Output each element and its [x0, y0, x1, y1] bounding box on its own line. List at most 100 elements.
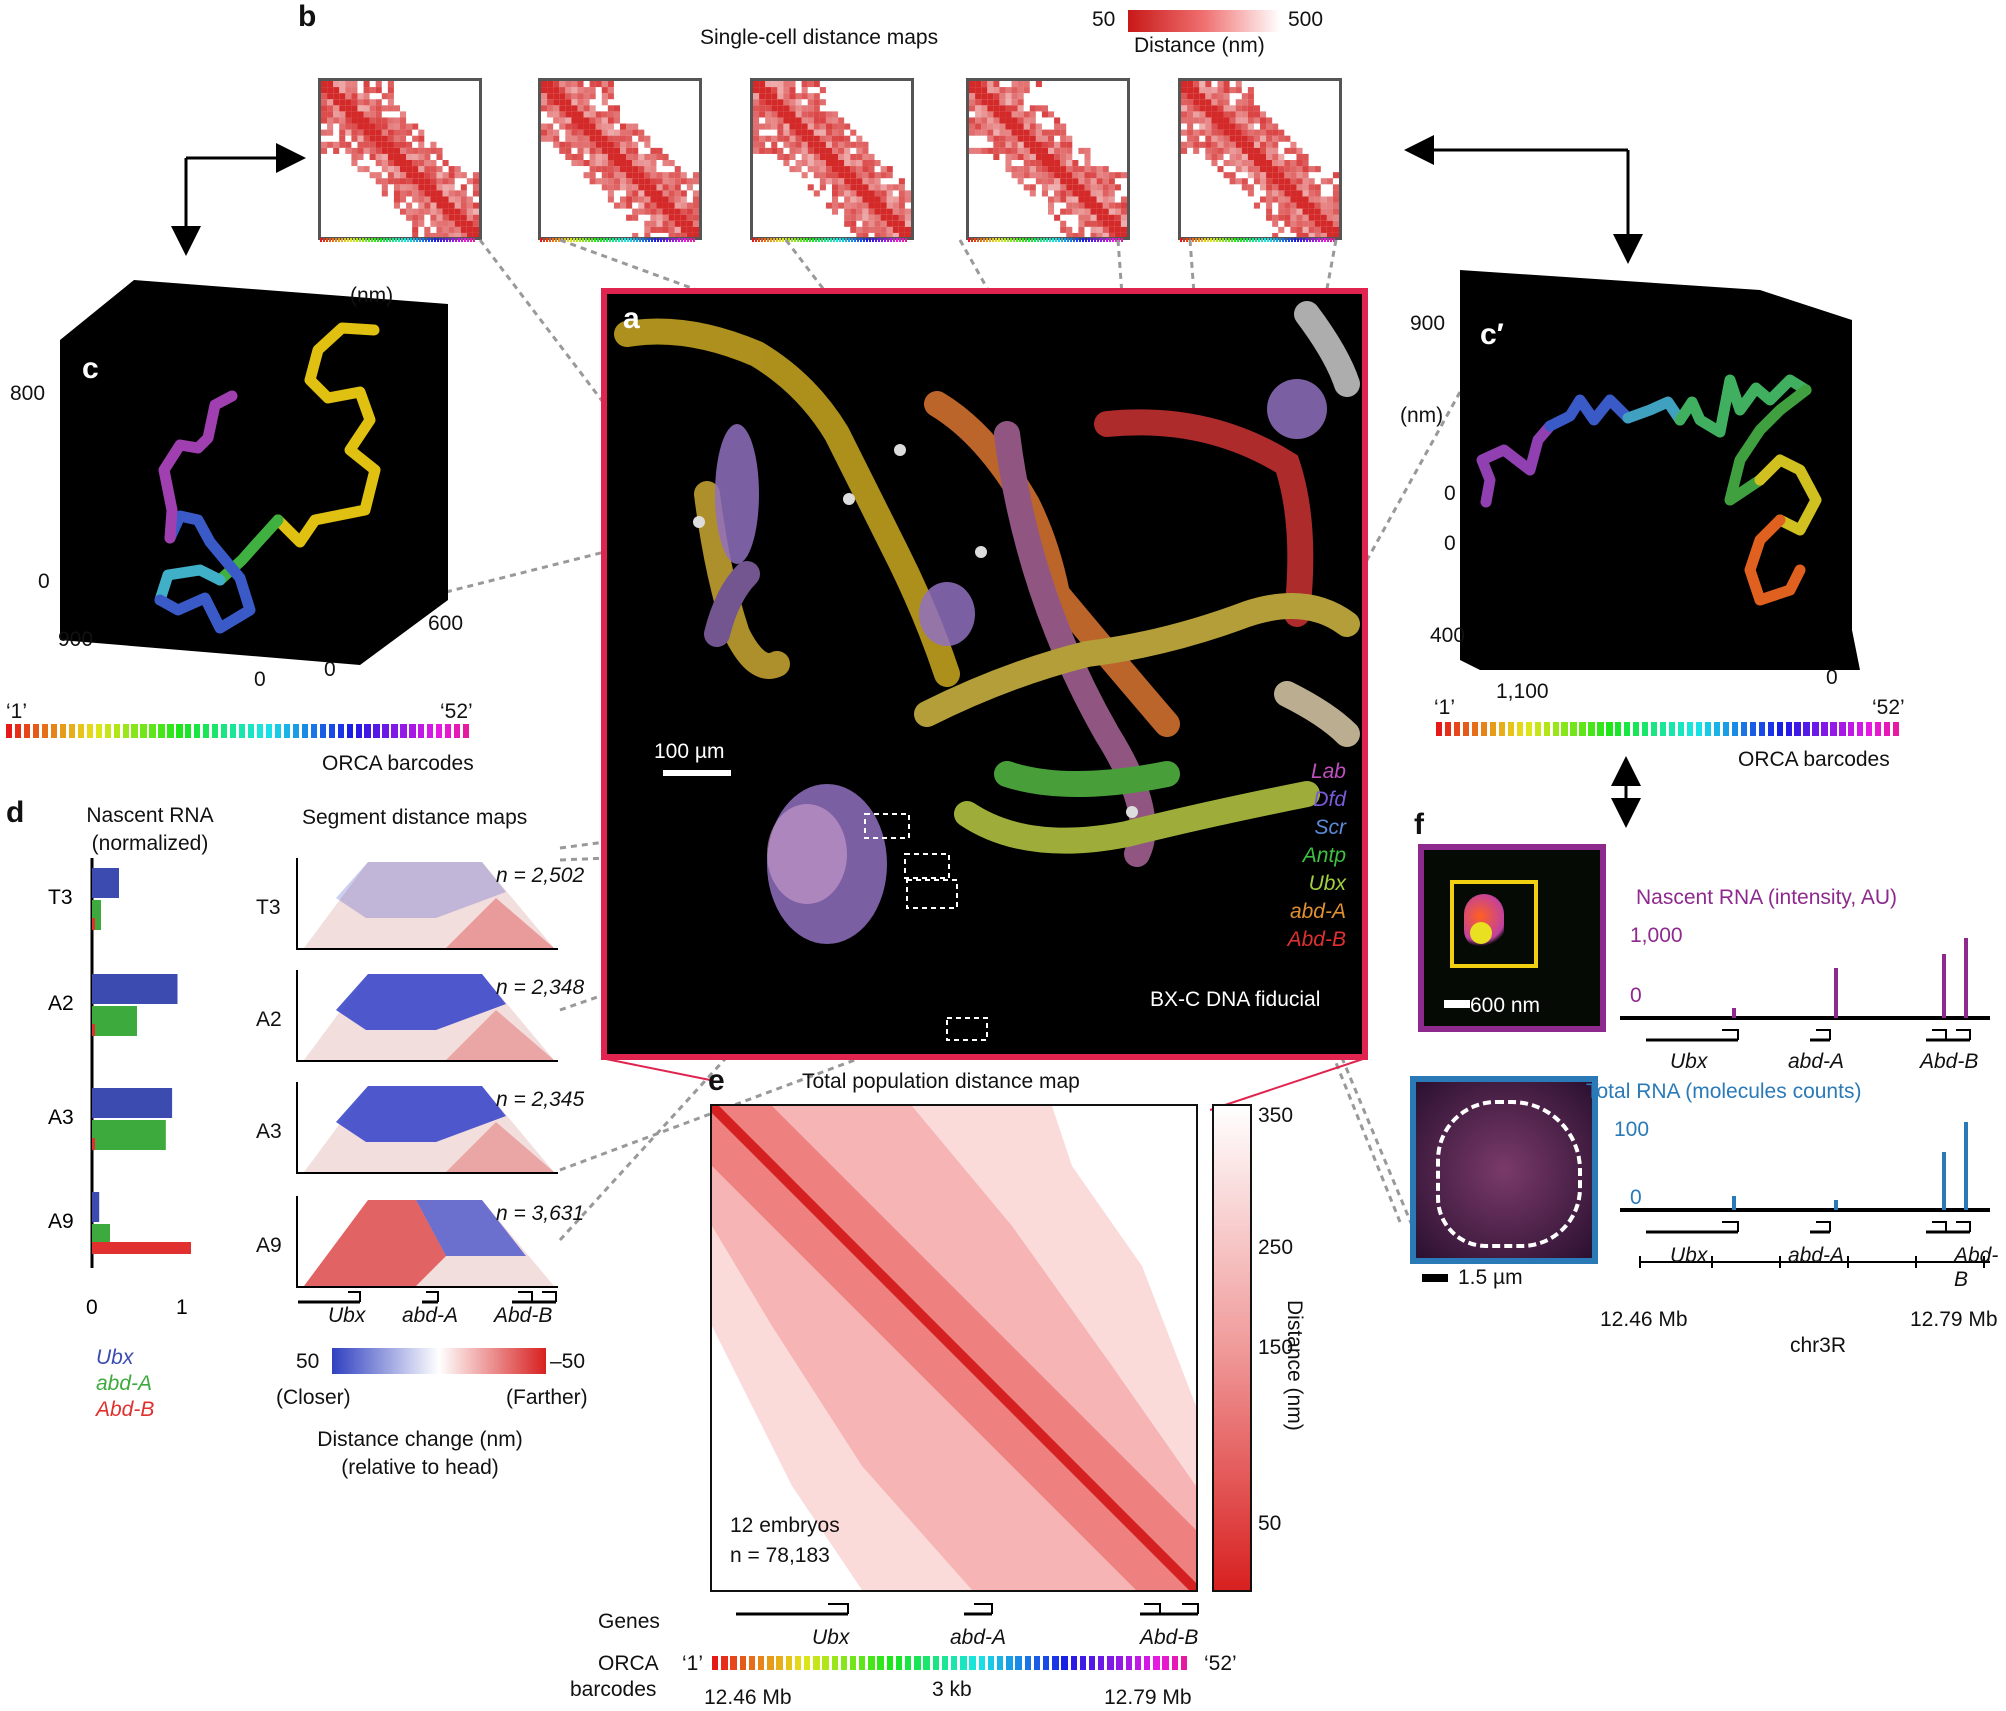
- a-legend-item: abd-A: [1289, 900, 1346, 923]
- e-gene-abdb: Abd-B: [1140, 1626, 1199, 1649]
- f-mb-right: 12.79 Mb: [1910, 1308, 1998, 1331]
- f-scale1: 600 nm: [1470, 994, 1541, 1017]
- panel-a-image: [601, 288, 1368, 1060]
- f-scale2: 1.5 µm: [1458, 1266, 1523, 1289]
- c-z-right: 600: [428, 612, 464, 635]
- segment-map: [296, 1082, 558, 1174]
- bar-Ubx-A3: [92, 1088, 173, 1118]
- bar-category-label: T3: [48, 886, 73, 909]
- legend-abdb: Abd-B: [96, 1398, 155, 1421]
- a-legend-item: Ubx: [1308, 872, 1346, 895]
- f-nascent-top: 1,000: [1630, 924, 1683, 947]
- segment-map-label: A3: [256, 1120, 282, 1143]
- d-change-colorbar: [332, 1348, 546, 1374]
- e-orca-label2: barcodes: [570, 1678, 657, 1701]
- a-legend: Lab Dfd Scr Antp Ubx abd-A Abd-B: [1287, 760, 1347, 956]
- d-gene-abda: abd-A: [402, 1304, 459, 1327]
- e-title: Total population distance map: [802, 1070, 1080, 1093]
- bar-Abd-B-A3: [92, 1138, 95, 1150]
- c-barcode-strip: [6, 724, 472, 738]
- f-gene-ubx-1: Ubx: [1670, 1050, 1708, 1073]
- e-barcode-strip: [712, 1656, 1190, 1670]
- c-y-bot: 0: [38, 570, 50, 593]
- e-colorbar: [1212, 1104, 1252, 1592]
- e-orca-label1: ORCA: [598, 1652, 659, 1675]
- e-n: n = 78,183: [730, 1544, 830, 1567]
- e-bc-first: ‘1’: [682, 1652, 704, 1675]
- cp-barcode-strip: [1436, 722, 1902, 736]
- a-scale: 100 µm: [654, 740, 725, 763]
- panel-label-f: f: [1414, 808, 1424, 841]
- f-gene-abdb-2: Abd-B: [1954, 1244, 1999, 1291]
- segment-map-label: T3: [256, 896, 281, 919]
- bar-category-label: A3: [48, 1106, 74, 1129]
- a-legend-item: Scr: [1314, 816, 1347, 839]
- cp-barcode-label: ORCA barcodes: [1738, 748, 1890, 771]
- segment-map: [296, 1196, 558, 1288]
- single-cell-map: [750, 78, 914, 240]
- segment-map-n: n = 2,345: [496, 1088, 585, 1111]
- bar-Abd-B-T3: [92, 918, 95, 930]
- population-map: [710, 1104, 1198, 1592]
- e-cb-label: Distance (nm): [1283, 1300, 1306, 1431]
- bar-abd-A-A2: [92, 1006, 137, 1036]
- e-cb-50: 50: [1258, 1512, 1282, 1535]
- colorbar-min: 50: [1092, 8, 1116, 31]
- c-barcode-first: ‘1’: [6, 700, 28, 723]
- bar-x-tick: 0: [86, 1296, 98, 1318]
- scale-bar-a: [663, 770, 731, 776]
- d-cb-label2: (relative to head): [341, 1456, 499, 1479]
- single-cell-barcode: [1180, 238, 1336, 242]
- d-gene-abdb: Abd-B: [494, 1304, 553, 1327]
- a-legend-item: Lab: [1310, 760, 1346, 783]
- c-x-mid: 0: [254, 668, 266, 691]
- colorbar-label: Distance (nm): [1134, 34, 1265, 57]
- c-z-mid: 0: [324, 658, 336, 681]
- d-gene-ubx: Ubx: [328, 1304, 366, 1327]
- cube-c-prime: [1460, 270, 1860, 670]
- f-total-title: Total RNA (molecules counts): [1586, 1080, 1862, 1103]
- c-y-top: 800: [10, 382, 46, 405]
- f-gene-abda-2: abd-A: [1788, 1244, 1845, 1267]
- f-gene-abdb-1: Abd-B: [1920, 1050, 1979, 1073]
- cp-x-1100: 1,100: [1496, 680, 1549, 703]
- segment-map-n: n = 3,631: [496, 1202, 585, 1225]
- f-nascent-image: [1418, 844, 1606, 1032]
- e-cb-250: 250: [1258, 1236, 1294, 1259]
- segment-map-n: n = 2,348: [496, 976, 585, 999]
- d-cb-right: –50: [550, 1350, 586, 1373]
- nascent-rna-chart: T3 A2 A3 A9 0 1: [48, 858, 191, 1318]
- f-mb-left: 12.46 Mb: [1600, 1308, 1688, 1331]
- f-total-track: [1620, 1122, 1990, 1268]
- segment-map-n: n = 2,502: [496, 864, 585, 887]
- single-cell-barcode: [540, 238, 696, 242]
- cp-unit: (nm): [1400, 404, 1444, 427]
- e-embryos: 12 embryos: [730, 1514, 840, 1537]
- bar-abd-A-T3: [92, 900, 101, 930]
- single-cell-title: Single-cell distance maps: [700, 26, 939, 49]
- bar-category-label: A2: [48, 992, 74, 1015]
- c-barcode-label: ORCA barcodes: [322, 752, 474, 775]
- d-gene-track: [298, 1291, 557, 1304]
- c-unit: (nm): [350, 284, 394, 307]
- f-total-image: [1410, 1076, 1598, 1264]
- d-cb-label1: Distance change (nm): [317, 1428, 523, 1451]
- e-bc-last: ‘52’: [1204, 1652, 1237, 1675]
- bar-Abd-B-A2: [92, 1024, 95, 1036]
- d-maps-title: Segment distance maps: [302, 806, 528, 829]
- d-closer: (Closer): [276, 1386, 351, 1409]
- e-cb-350: 350: [1258, 1104, 1294, 1127]
- f-nascent-title: Nascent RNA (intensity, AU): [1636, 886, 1898, 909]
- e-gene-track: [736, 1603, 1199, 1616]
- panel-label-d: d: [6, 796, 25, 829]
- bar-x-tick: 1: [176, 1296, 188, 1318]
- f-nascent-zero: 0: [1630, 984, 1642, 1007]
- bar-abd-A-A3: [92, 1120, 166, 1150]
- single-cell-map: [1178, 78, 1342, 240]
- single-cell-map: [966, 78, 1130, 240]
- a-legend-item: Abd-B: [1287, 928, 1346, 951]
- d-farther: (Farther): [506, 1386, 588, 1409]
- e-gene-ubx: Ubx: [812, 1626, 850, 1649]
- d-cb-left: 50: [296, 1350, 320, 1373]
- panel-label-c: c: [82, 352, 99, 385]
